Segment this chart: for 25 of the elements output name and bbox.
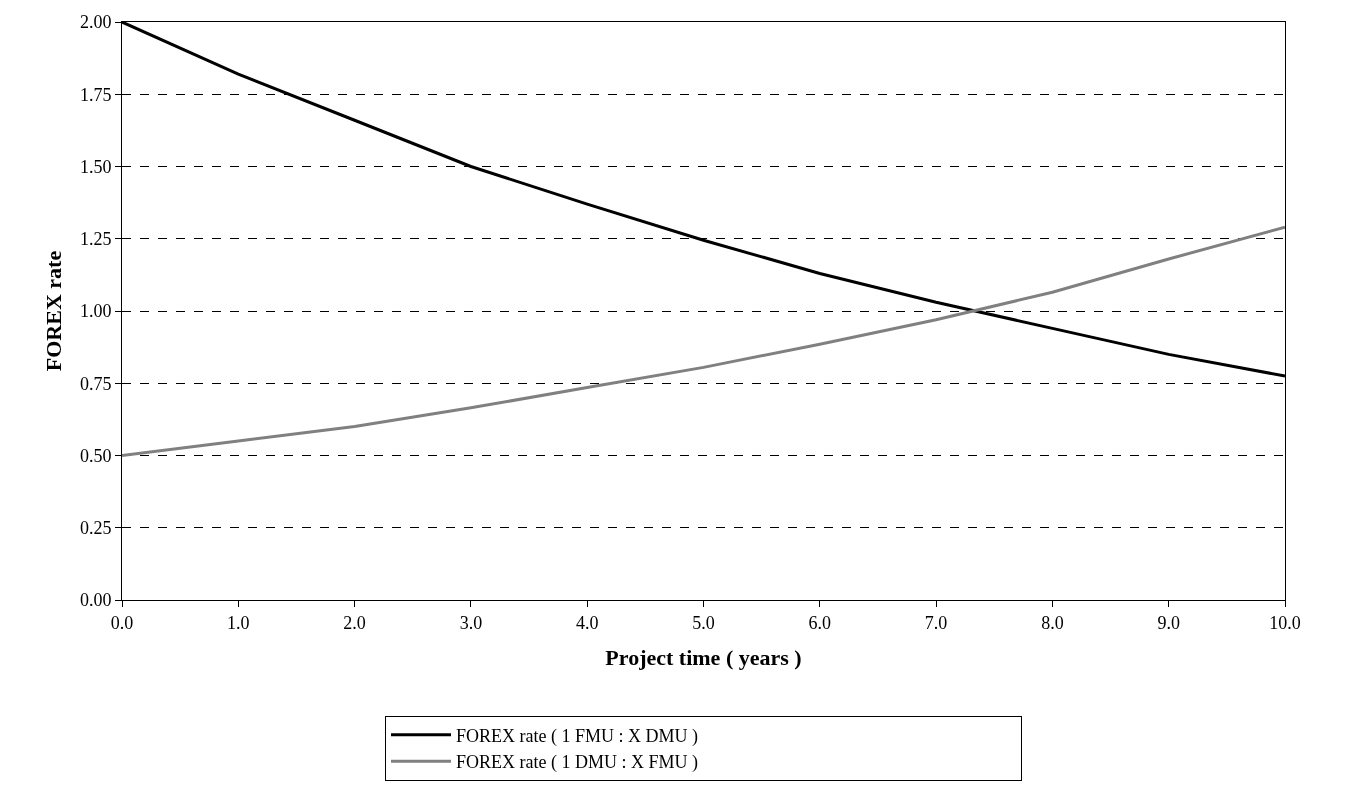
y-tick-label: 0.50 [79, 445, 112, 466]
x-tick-label: 3.0 [459, 612, 483, 633]
y-tick-label: 1.00 [79, 301, 112, 322]
y-tick-label: 2.00 [79, 12, 112, 33]
x-tick-label: 2.0 [343, 612, 366, 633]
legend-label: FOREX rate ( 1 FMU : X DMU ) [456, 725, 698, 747]
x-axis-title: Project time ( years ) [605, 645, 802, 671]
y-tick-label: 1.50 [79, 156, 112, 177]
x-tick-label: 1.0 [227, 612, 250, 633]
x-tick-label: 9.0 [1157, 612, 1180, 633]
x-tick-label: 4.0 [575, 612, 599, 633]
x-tick-label: 7.0 [924, 612, 948, 633]
y-tick-label: 0.00 [79, 590, 112, 611]
x-tick-label: 8.0 [1041, 612, 1064, 633]
line-series [122, 225, 1285, 457]
legend-label: FOREX rate ( 1 DMU : X FMU ) [456, 752, 698, 774]
y-tick-label: 0.25 [79, 518, 112, 539]
y-tick-label: 0.75 [79, 373, 112, 394]
y-axis-title: FOREX rate [40, 250, 66, 372]
y-tick-label: 1.25 [79, 229, 112, 250]
y-tick-label: 1.75 [79, 84, 112, 105]
x-tick-label: 6.0 [808, 612, 832, 633]
x-tick-label: 0.0 [110, 612, 134, 633]
x-tick-label: 5.0 [692, 612, 715, 633]
x-tick-label: 10.0 [1269, 612, 1301, 633]
